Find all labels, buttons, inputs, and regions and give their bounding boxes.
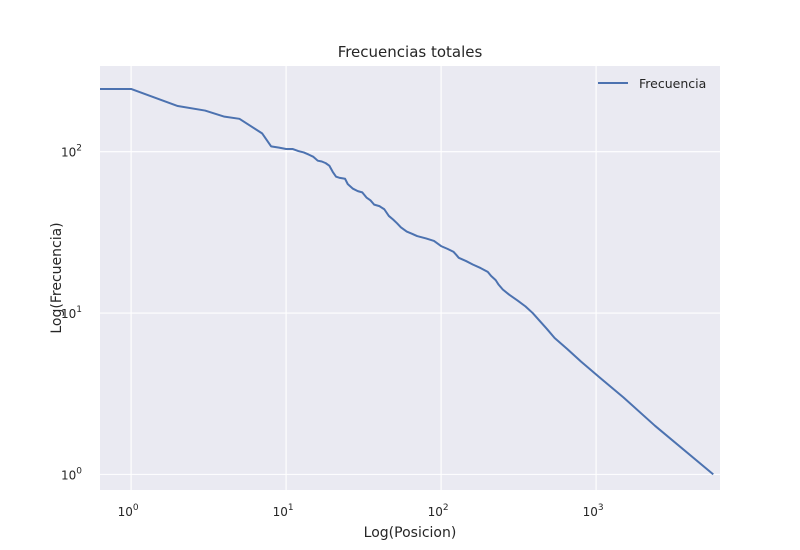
x-tick-label: 102 [428, 503, 449, 519]
x-axis-label: Log(Posicion) [364, 525, 457, 541]
legend: Frecuencia [598, 76, 706, 91]
series-group [100, 87, 714, 476]
y-tick-label: 100 [61, 466, 82, 482]
plot-area [100, 66, 720, 490]
grid [100, 66, 720, 490]
series-line-frecuencia [100, 87, 714, 476]
chart-title: Frecuencias totales [338, 43, 483, 61]
x-ticks: 100 101 102 103 [118, 503, 604, 519]
x-tick-label: 103 [583, 503, 604, 519]
x-tick-label: 101 [273, 503, 294, 519]
x-tick-label: 100 [118, 503, 139, 519]
y-axis-label: Log(Frecuencia) [49, 222, 65, 333]
legend-label: Frecuencia [639, 76, 706, 91]
y-tick-label: 102 [61, 144, 82, 160]
